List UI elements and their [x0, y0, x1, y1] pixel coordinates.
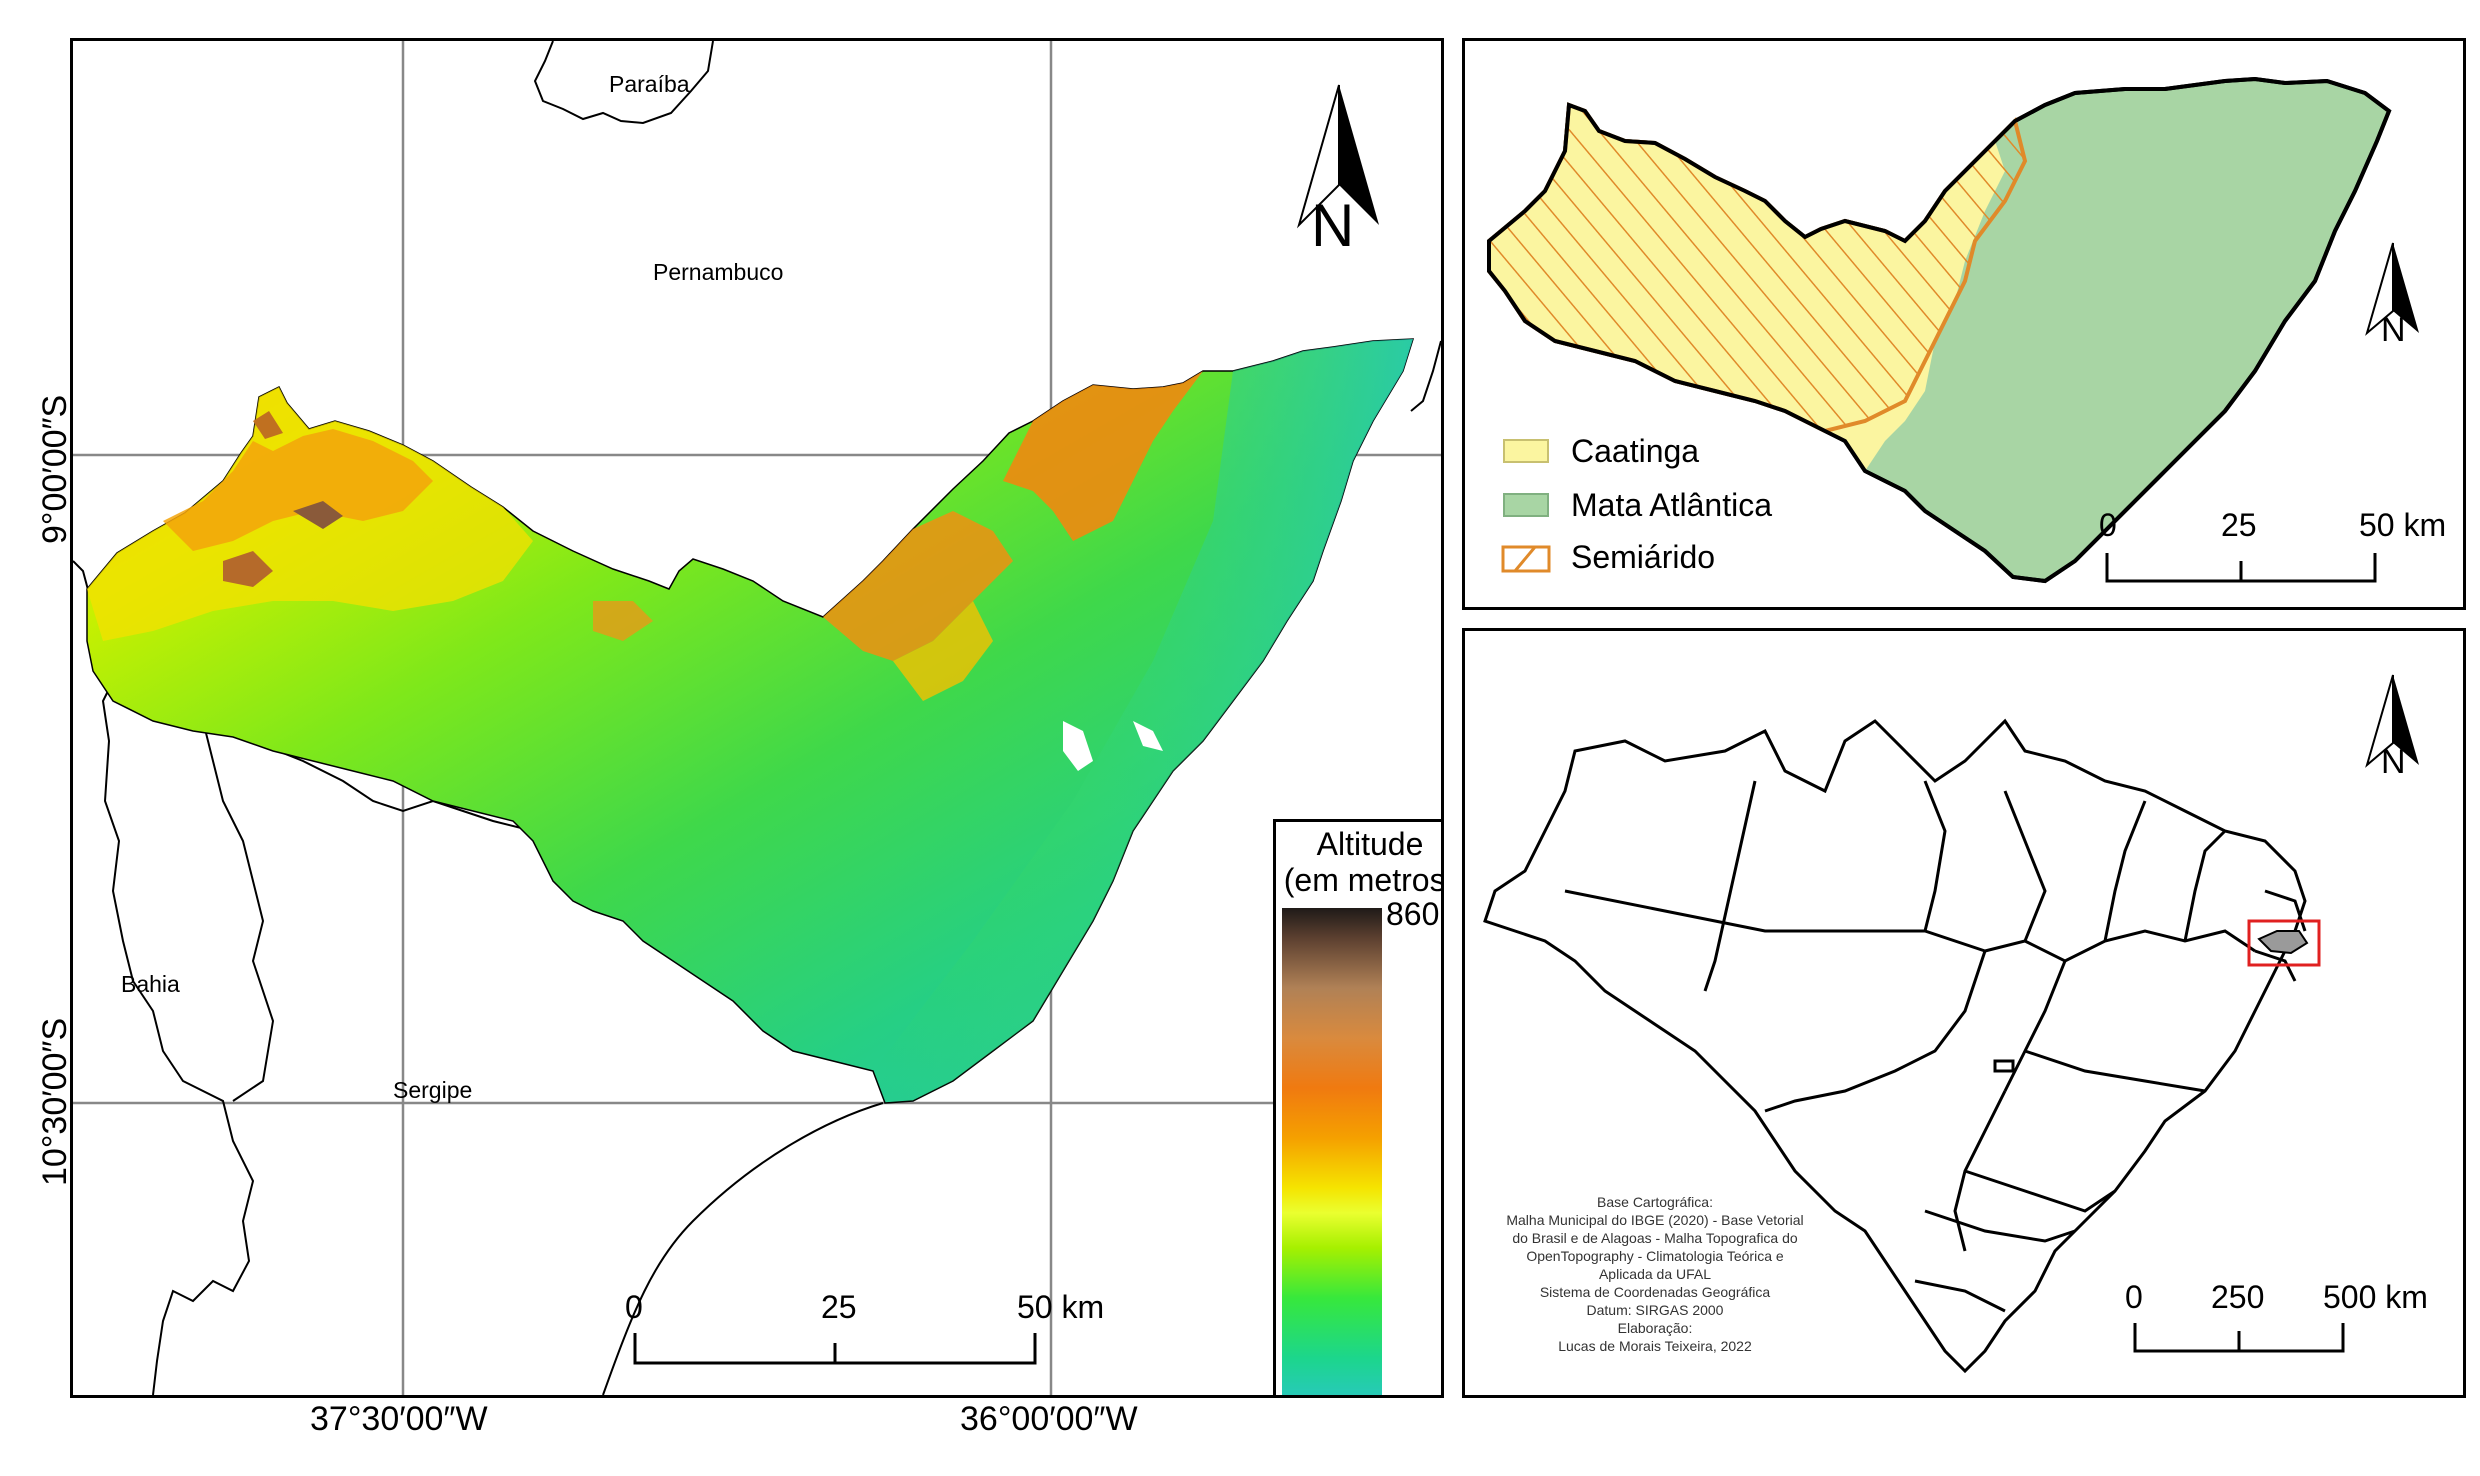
north-arrow-icon [2365, 674, 2419, 768]
altitude-map[interactable]: N Paraíba Pernambuco Bahia Sergipe Altit… [70, 38, 1444, 1398]
map-credits: Base Cartográfica: Malha Municipal do IB… [1475, 1193, 1835, 1355]
lon-label-36: 36°00′00″W [960, 1400, 1138, 1438]
credit-line: OpenTopography - Climatologia Teórica e [1526, 1248, 1784, 1264]
credit-line: Lucas de Morais Teixeira, 2022 [1558, 1338, 1752, 1354]
credit-line: Aplicada da UFAL [1598, 1266, 1712, 1282]
brazil-locator-map[interactable]: N Base Cartográfica: Malha Municipal do … [1462, 628, 2466, 1398]
credit-line: Base Cartográfica: [1597, 1194, 1713, 1210]
state-label-pernambuco: Pernambuco [653, 259, 784, 285]
scale-label-0: 0 [625, 1289, 643, 1325]
legend-title-line2: (em metros) [1283, 862, 1444, 898]
credit-line: Elaboração: [1617, 1320, 1693, 1336]
scale-label-0: 0 [2099, 507, 2117, 543]
scale-label-500: 500 km [2323, 1279, 2428, 1315]
north-label: N [1311, 192, 1355, 259]
scale-bar [2105, 553, 2377, 583]
highlight-box [2247, 919, 2321, 967]
scale-bar [633, 1333, 1037, 1365]
vegetation-map[interactable]: N Caatinga Mata Atlântica Semiárido 0 25… [1462, 38, 2466, 610]
scale-label-25: 25 [2221, 507, 2257, 543]
scale-label-250: 250 [2211, 1279, 2265, 1315]
state-label-sergipe: Sergipe [393, 1077, 473, 1103]
legend-label-semiarido: Semiárido [1571, 539, 1716, 575]
credit-line: do Brasil e de Alagoas - Malha Topografi… [1512, 1230, 1798, 1246]
credit-line: Malha Municipal do IBGE (2020) - Base Ve… [1506, 1212, 1804, 1228]
credit-line: Sistema de Coordenadas Geográfica [1539, 1284, 1771, 1300]
altitude-legend: Altitude (em metros) 860 0 [1273, 819, 1444, 1398]
altitude-color-ramp [1282, 908, 1382, 1395]
scale-label-0: 0 [2125, 1279, 2143, 1315]
altitude-map-canvas [73, 41, 1441, 1395]
state-label-bahia: Bahia [121, 971, 180, 997]
north-arrow-icon [1296, 84, 1379, 229]
north-label: N [2381, 743, 2406, 781]
legend-swatch-caatinga [1503, 439, 1549, 463]
lat-label-9: 9°00′00″S [36, 394, 74, 544]
vegetation-map-canvas [1487, 76, 2392, 584]
legend-swatch-semiarido [1501, 545, 1551, 573]
scale-label-50: 50 km [1017, 1289, 1105, 1325]
credit-line: Datum: SIRGAS 2000 [1586, 1302, 1724, 1318]
brazil-map-canvas [1483, 718, 2321, 1374]
legend-label-caatinga: Caatinga [1571, 433, 1700, 469]
legend-min-value: 0 [1386, 1396, 1404, 1398]
legend-label-mata-atlantica: Mata Atlântica [1571, 487, 1772, 523]
legend-max-value: 860 [1386, 896, 1440, 932]
scale-label-50: 50 km [2359, 507, 2447, 543]
north-label: N [2381, 311, 2406, 349]
state-label-paraiba: Paraíba [609, 71, 690, 97]
scale-bar [2133, 1323, 2345, 1353]
lon-label-37-30: 37°30′00″W [310, 1400, 488, 1438]
legend-title-line1: Altitude [1316, 826, 1424, 862]
north-arrow-icon [2365, 242, 2419, 336]
lat-label-10-30: 10°30′00″S [36, 1017, 74, 1186]
alagoas-altitude-raster [86, 338, 1415, 1104]
legend-swatch-mata-atlantica [1503, 493, 1549, 517]
scale-label-25: 25 [821, 1289, 857, 1325]
